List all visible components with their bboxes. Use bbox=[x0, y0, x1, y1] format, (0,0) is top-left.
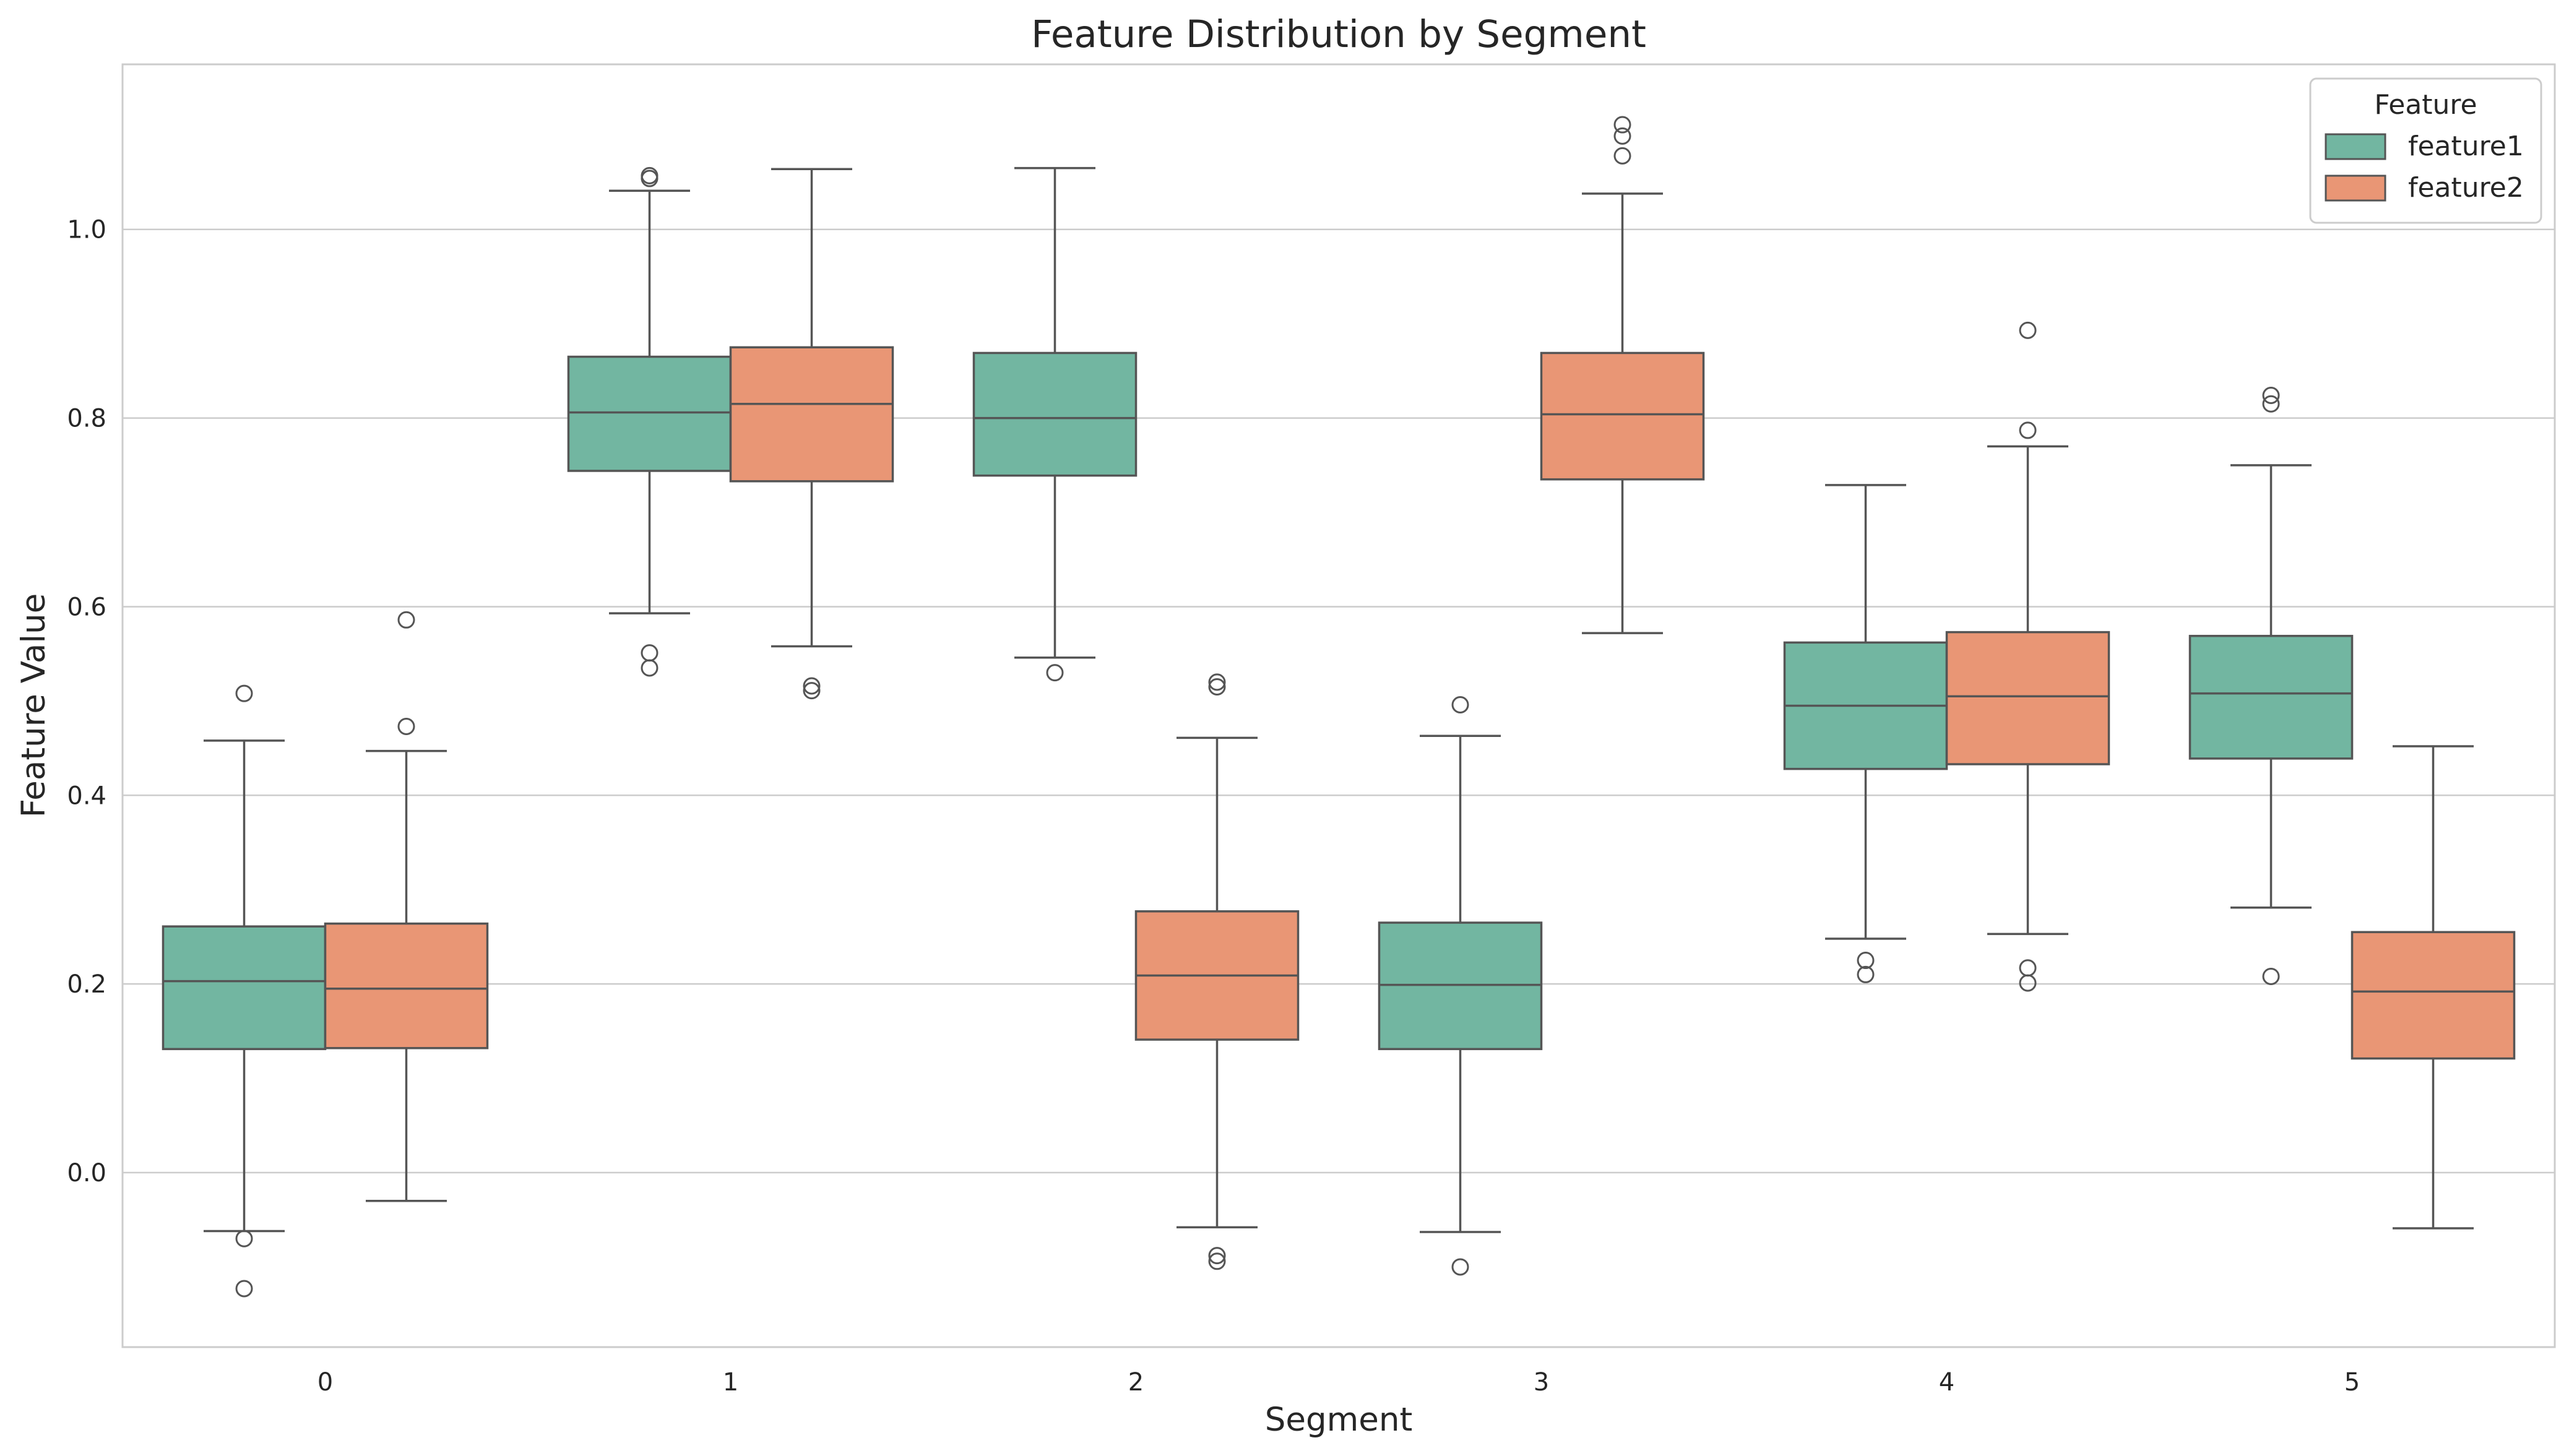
outlier-point bbox=[2262, 395, 2280, 413]
y-axis-ticks: 0.0 0.2 0.4 0.6 0.8 1.0 bbox=[67, 216, 106, 1187]
iqr-box bbox=[1540, 351, 1705, 481]
box-feature1-segment-1 bbox=[567, 166, 732, 677]
iqr-box bbox=[162, 925, 327, 1051]
box-feature1-segment-2 bbox=[972, 166, 1138, 682]
outlier-point bbox=[1613, 127, 1631, 145]
box-feature2-segment-1 bbox=[729, 168, 894, 700]
outlier-point bbox=[1857, 965, 1875, 983]
y-tick-label: 0.2 bbox=[67, 970, 106, 999]
box-feature2-segment-2 bbox=[1134, 673, 1300, 1270]
outlier-point bbox=[2019, 974, 2037, 992]
outlier-point bbox=[235, 1230, 253, 1247]
x-axis-label: Segment bbox=[1265, 1401, 1413, 1439]
outlier-point bbox=[1613, 116, 1631, 134]
y-axis-label: Feature Value bbox=[15, 593, 53, 818]
box-feature2-segment-5 bbox=[2351, 745, 2516, 1230]
outlier-point bbox=[397, 611, 415, 629]
iqr-box bbox=[2188, 634, 2354, 760]
outlier-point bbox=[235, 1280, 253, 1298]
outlier-point bbox=[1451, 1258, 1469, 1276]
legend-swatch-feature1 bbox=[2325, 133, 2386, 160]
y-tick-label: 1.0 bbox=[67, 216, 106, 244]
outlier-point bbox=[641, 166, 658, 184]
iqr-box bbox=[729, 346, 894, 483]
legend-label-feature1: feature1 bbox=[2408, 131, 2524, 162]
legend: Feature feature1 feature2 bbox=[2309, 77, 2542, 224]
y-tick-label: 0.4 bbox=[67, 782, 106, 810]
outlier-point bbox=[2262, 387, 2280, 405]
iqr-box bbox=[972, 351, 1138, 477]
outlier-point bbox=[1857, 952, 1875, 970]
iqr-box bbox=[567, 355, 732, 472]
box-plot-marks bbox=[162, 116, 2516, 1298]
x-tick-label: 1 bbox=[723, 1368, 738, 1397]
legend-title: Feature bbox=[2374, 89, 2477, 121]
y-tick-label: 0.6 bbox=[67, 593, 106, 621]
outlier-point bbox=[1208, 1252, 1226, 1270]
outlier-point bbox=[1613, 147, 1631, 165]
x-tick-label: 4 bbox=[1939, 1368, 1954, 1397]
x-axis-ticks: 0 1 2 3 4 5 bbox=[317, 1368, 2360, 1397]
x-tick-label: 0 bbox=[317, 1368, 333, 1397]
outlier-point bbox=[235, 684, 253, 702]
outlier-point bbox=[2019, 321, 2037, 339]
box-feature1-segment-3 bbox=[1378, 696, 1543, 1276]
y-tick-label: 0.8 bbox=[67, 405, 106, 433]
outlier-point bbox=[397, 718, 415, 736]
legend-swatch-feature2 bbox=[2325, 174, 2386, 202]
outlier-point bbox=[1451, 696, 1469, 713]
box-feature1-segment-5 bbox=[2188, 387, 2354, 985]
x-tick-label: 5 bbox=[2344, 1368, 2360, 1397]
outlier-point bbox=[1046, 664, 1064, 682]
outlier-point bbox=[1208, 678, 1226, 696]
outlier-point bbox=[1208, 673, 1226, 691]
box-feature2-segment-4 bbox=[1945, 321, 2110, 992]
x-tick-label: 2 bbox=[1128, 1368, 1144, 1397]
outlier-point bbox=[2019, 421, 2037, 439]
x-tick-label: 3 bbox=[1534, 1368, 1549, 1397]
grid-lines bbox=[123, 228, 2555, 1174]
outlier-point bbox=[803, 682, 821, 700]
y-tick-label: 0.0 bbox=[67, 1159, 106, 1187]
iqr-box bbox=[2351, 931, 2516, 1060]
chart-title: Feature Distribution by Segment bbox=[1031, 12, 1646, 56]
box-feature2-segment-3 bbox=[1540, 116, 1705, 634]
outlier-point bbox=[1208, 1247, 1226, 1265]
outlier-point bbox=[803, 677, 821, 695]
plot-frame bbox=[121, 63, 2556, 1348]
iqr-box bbox=[324, 922, 489, 1049]
box-feature2-segment-0 bbox=[324, 611, 489, 1202]
outlier-point bbox=[2262, 967, 2280, 985]
iqr-box bbox=[1945, 631, 2110, 765]
outlier-point bbox=[641, 659, 658, 677]
legend-label-feature2: feature2 bbox=[2408, 172, 2524, 204]
